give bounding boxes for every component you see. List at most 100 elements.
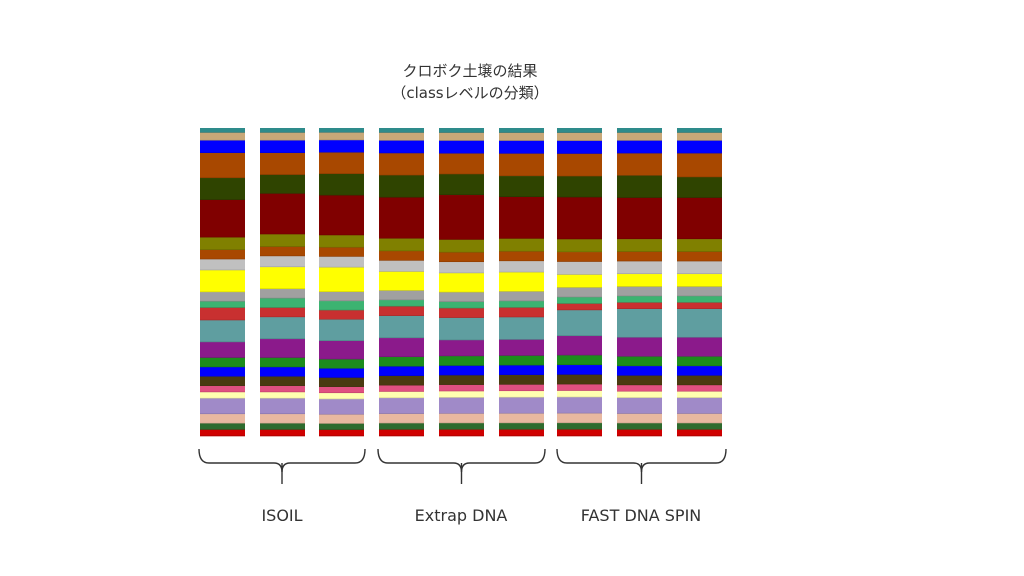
- segment-separator: [617, 397, 662, 399]
- bar-segment: [617, 197, 662, 240]
- bar-segment: [439, 365, 484, 376]
- bar-segment: [200, 357, 245, 368]
- bar-segment: [200, 270, 245, 293]
- bar-segment: [200, 259, 245, 271]
- bar-segment: [557, 413, 602, 424]
- segment-separator: [200, 291, 245, 293]
- segment-separator: [617, 152, 662, 154]
- segment-separator: [439, 384, 484, 386]
- bar-segment: [617, 296, 662, 303]
- bar-segment: [379, 290, 424, 301]
- segment-separator: [617, 260, 662, 262]
- bar-segment: [617, 366, 662, 376]
- bar-segment: [617, 423, 662, 430]
- segment-separator: [260, 397, 305, 399]
- bar-segment: [677, 308, 722, 338]
- segment-separator: [499, 422, 544, 424]
- bar-segment: [677, 239, 722, 253]
- segment-separator: [200, 366, 245, 368]
- bar-segment: [260, 256, 305, 268]
- chart-title-line-2: （classレベルの分類）: [391, 84, 549, 102]
- segment-separator: [379, 237, 424, 239]
- bar-segment: [319, 340, 364, 360]
- segment-separator: [617, 286, 662, 287]
- segment-separator: [557, 287, 602, 288]
- segment-separator: [499, 316, 544, 318]
- bar-segment: [260, 376, 305, 387]
- bar-segment: [499, 140, 544, 154]
- segment-separator: [439, 355, 484, 357]
- segment-separator: [499, 250, 544, 252]
- segment-separator: [260, 139, 305, 141]
- bar-segment: [499, 251, 544, 262]
- segment-separator: [617, 413, 662, 414]
- bar-segment: [200, 153, 245, 179]
- segment-separator: [379, 413, 424, 415]
- bar-segment: [557, 384, 602, 392]
- bar-segment: [677, 413, 722, 424]
- segment-separator: [677, 397, 722, 399]
- segment-separator: [319, 256, 364, 257]
- bar-segment: [677, 375, 722, 386]
- bar-segment: [319, 267, 364, 293]
- bar-segment: [557, 252, 602, 263]
- bar-segment: [439, 413, 484, 424]
- segment-separator: [319, 173, 364, 175]
- bar-segment: [499, 413, 544, 424]
- bar-segment: [499, 355, 544, 366]
- segment-separator: [379, 384, 424, 386]
- bar-segment: [557, 297, 602, 305]
- bar-segment: [617, 429, 662, 437]
- segment-separator: [200, 397, 245, 399]
- bar-segment: [499, 261, 544, 273]
- bar-segment: [617, 308, 662, 338]
- bar-segment: [557, 128, 602, 134]
- bar-segment: [319, 140, 364, 153]
- segment-separator: [200, 152, 245, 154]
- bar-segment: [200, 178, 245, 201]
- bar-segment: [200, 342, 245, 359]
- segment-separator: [499, 153, 544, 154]
- segment-separator: [557, 196, 602, 198]
- segment-separator: [557, 309, 602, 311]
- bar-segment: [200, 292, 245, 302]
- segment-separator: [439, 301, 484, 303]
- group-label-extrap-dna: Extrap DNA: [414, 506, 508, 525]
- bar-segment: [677, 366, 722, 376]
- segment-separator: [379, 429, 424, 430]
- segment-separator: [379, 365, 424, 367]
- segment-separator: [260, 266, 305, 268]
- bar-segment: [379, 398, 424, 415]
- segment-separator: [499, 384, 544, 385]
- segment-separator: [557, 261, 602, 263]
- group-label-fast-dna-spin: FAST DNA SPIN: [580, 506, 702, 525]
- bar-segment: [499, 196, 544, 239]
- bar-segment: [499, 317, 544, 341]
- segment-separator: [200, 341, 245, 343]
- bar-segment: [557, 132, 602, 142]
- segment-separator: [379, 375, 424, 377]
- segment-separator: [499, 291, 544, 292]
- segment-separator: [439, 307, 484, 309]
- segment-separator: [499, 140, 544, 142]
- segment-separator: [260, 435, 305, 437]
- segment-separator: [439, 152, 484, 154]
- segment-separator: [319, 386, 364, 388]
- segment-separator: [319, 309, 364, 311]
- bar-segment: [499, 375, 544, 385]
- segment-separator: [617, 140, 662, 141]
- segment-separator: [617, 429, 662, 430]
- bar-segment: [319, 386, 364, 394]
- bar-segment: [557, 397, 602, 414]
- bar-segment: [379, 429, 424, 437]
- bar-segment: [319, 195, 364, 236]
- segment-separator: [677, 336, 722, 338]
- bar-segment: [499, 397, 544, 414]
- bar-segment: [439, 423, 484, 430]
- segment-separator: [499, 435, 544, 437]
- segment-separator: [319, 358, 364, 360]
- segment-separator: [260, 338, 305, 340]
- segment-separator: [617, 365, 662, 367]
- bar-segment: [617, 153, 662, 176]
- segment-separator: [260, 429, 305, 430]
